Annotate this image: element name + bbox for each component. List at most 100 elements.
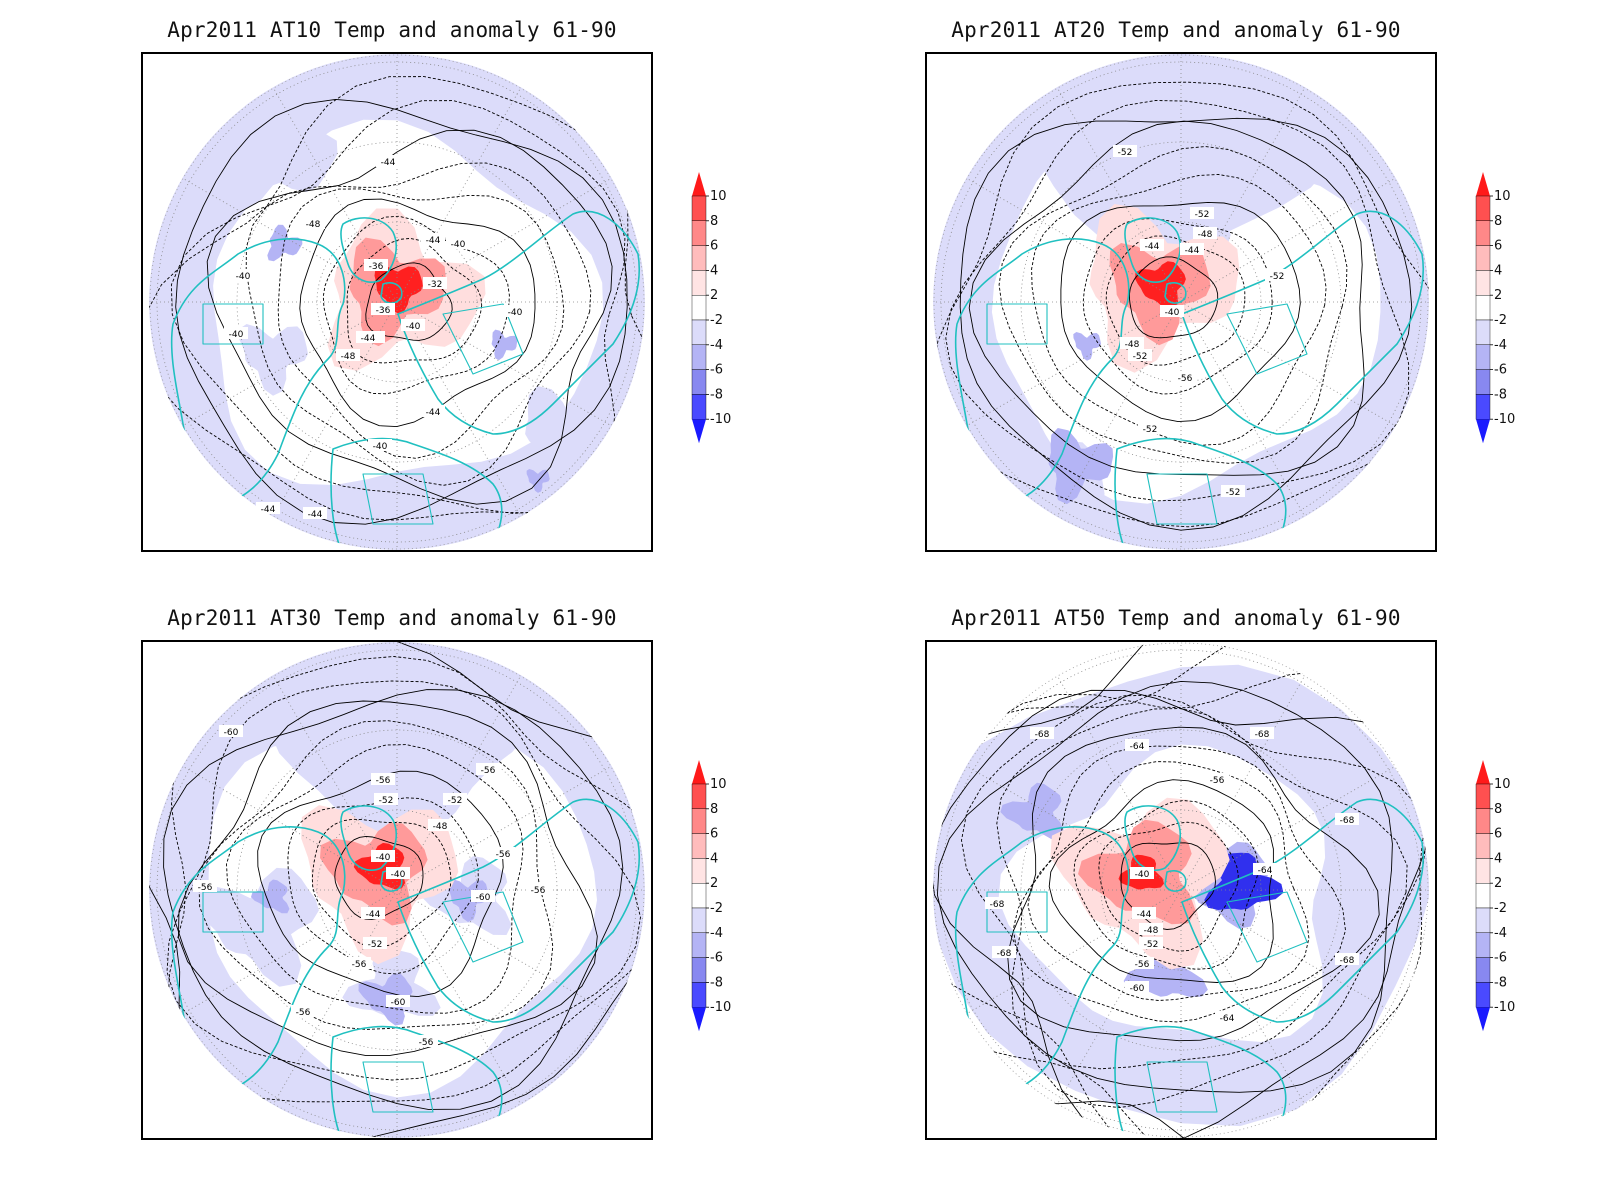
longitude-line xyxy=(966,177,1182,303)
contour-label: -60 xyxy=(471,890,495,903)
contour-label-background xyxy=(231,269,255,281)
colorbar-label: -4 xyxy=(710,926,723,941)
temperature-contour xyxy=(968,120,1365,476)
contour-label-text: -56 xyxy=(1178,374,1193,384)
country-borders xyxy=(1226,303,1308,375)
contour-label-text: -52 xyxy=(1133,352,1148,362)
longitude-line xyxy=(182,301,398,427)
contour-label: -48 xyxy=(1193,227,1217,240)
longitude-line xyxy=(966,765,1182,891)
temperature-contour xyxy=(936,680,1393,1093)
colorbar-label: 4 xyxy=(1494,263,1502,278)
contour-label-text: -40 xyxy=(451,240,466,250)
map-panel-at10: -44-48-44-40-36-32-40-40-36-44-40-48-44-… xyxy=(141,52,653,552)
temperature-contour xyxy=(1060,201,1301,423)
contour-label: -52 xyxy=(1113,145,1137,158)
contour-label-text: -44 xyxy=(308,510,323,520)
colorbar-label: 8 xyxy=(1494,802,1502,817)
contour-label-text: -68 xyxy=(1340,956,1355,966)
colorbar-segment xyxy=(1475,858,1491,884)
temperature-contour xyxy=(299,198,536,428)
colorbar-segment xyxy=(1475,833,1491,859)
panel-title-at50: Apr2011 AT50 Temp and anomaly 61-90 xyxy=(951,606,1401,630)
contour-label: -52 xyxy=(1190,207,1214,220)
contour-label-background xyxy=(428,819,452,831)
contour-label-text: -48 xyxy=(1198,230,1213,240)
contour-label: -40 xyxy=(386,867,410,880)
contour-label-text: -36 xyxy=(369,262,384,272)
country-borders xyxy=(362,473,434,525)
colorbar-segment xyxy=(691,270,707,296)
longitude-line xyxy=(396,87,522,303)
contour-label: -44 xyxy=(361,907,385,920)
contour-label-background xyxy=(1128,349,1152,361)
colorbar-label: -6 xyxy=(710,363,723,378)
colorbar-segment xyxy=(691,195,707,221)
longitude-line xyxy=(1056,87,1182,303)
coastline-arctic-islands xyxy=(1164,282,1187,304)
colorbar-segment xyxy=(1475,195,1491,221)
contour-label: -44 xyxy=(421,233,445,246)
contour-label: -52 xyxy=(1138,422,1162,435)
contour-label-text: -56 xyxy=(531,886,546,896)
contour-label-text: -48 xyxy=(433,822,448,832)
contour-label-text: -48 xyxy=(1144,926,1159,936)
negative-anomaly-moderate xyxy=(491,329,518,361)
map-edge xyxy=(149,642,645,1138)
polar-map-at30: -60-56-56-52 -52-48-40-40-44-52-56-56-60-… xyxy=(149,642,645,1138)
contour-label: -68 xyxy=(1335,953,1359,966)
polar-map-at50: -68 -64 -68 -56 -68 -40 -64 -44 -48 -52 -56 -60 -64 -… xyxy=(933,642,1429,1138)
colorbar-segment xyxy=(691,882,707,909)
contour-label-text: -60 xyxy=(1130,984,1145,994)
colorbar-segment xyxy=(691,344,707,370)
negative-anomaly-area xyxy=(238,324,308,396)
coastline-greenland xyxy=(340,217,397,283)
colorbar-arrow-bottom xyxy=(692,1007,706,1032)
contour-label-text: -60 xyxy=(391,998,406,1008)
contour-label-background xyxy=(347,957,371,969)
contour-label-background xyxy=(361,907,385,919)
contour-label-background xyxy=(371,773,395,785)
colorbar-arrow-top xyxy=(692,760,706,784)
contour-label-text: -56 xyxy=(1210,776,1225,786)
colorbar-label: 4 xyxy=(710,263,718,278)
contour-label: -40 xyxy=(1130,867,1154,880)
temperature-contour xyxy=(1073,800,1259,970)
contour-label: -68 xyxy=(985,897,1009,910)
colorbar-label: 2 xyxy=(1494,288,1502,303)
colorbar-segment xyxy=(1475,245,1491,271)
contour-label: -64 xyxy=(1215,1011,1239,1024)
temperature-contour xyxy=(311,818,452,948)
contour-label-background xyxy=(256,502,280,514)
colorbar-label: 6 xyxy=(1494,239,1502,254)
colorbar-arrow-bottom xyxy=(1476,1007,1490,1032)
contour-label: -44 xyxy=(1132,907,1156,920)
country-borders xyxy=(202,303,264,345)
coastline-eurasia xyxy=(397,210,641,435)
contour-label-background xyxy=(1140,239,1164,251)
contour-label: -40 xyxy=(368,439,392,452)
longitude-line xyxy=(396,675,522,891)
country-borders xyxy=(986,303,1048,345)
contour-label-text: -44 xyxy=(426,236,441,246)
colorbar-label: -4 xyxy=(1494,926,1507,941)
map-panel-at30: -60 -56 -56 -52 -52 -48 -40 -40 -44 -52 -56 -56 -60-… xyxy=(141,640,653,1140)
temperature-contour xyxy=(365,262,453,341)
temperature-contour xyxy=(933,81,1429,528)
longitude-line xyxy=(1180,177,1396,303)
colorbar-label: -8 xyxy=(710,387,723,402)
colorbar-label: -8 xyxy=(1494,975,1507,990)
longitude-line xyxy=(272,87,398,303)
contour-label: -44 xyxy=(421,405,445,418)
colorbar-segment xyxy=(1475,907,1491,933)
contour-label-background xyxy=(1173,371,1197,383)
contour-label: -56 xyxy=(1173,371,1197,384)
contour-label-background xyxy=(985,897,1009,909)
longitude-line xyxy=(396,889,522,1105)
contour-label: -56 xyxy=(526,883,550,896)
negative-anomaly-moderate xyxy=(1000,782,1065,840)
temperature-contour xyxy=(1048,779,1274,983)
map-disc xyxy=(149,642,645,1138)
colorbar-segment xyxy=(1475,220,1491,246)
longitude-line xyxy=(1180,889,1396,1015)
